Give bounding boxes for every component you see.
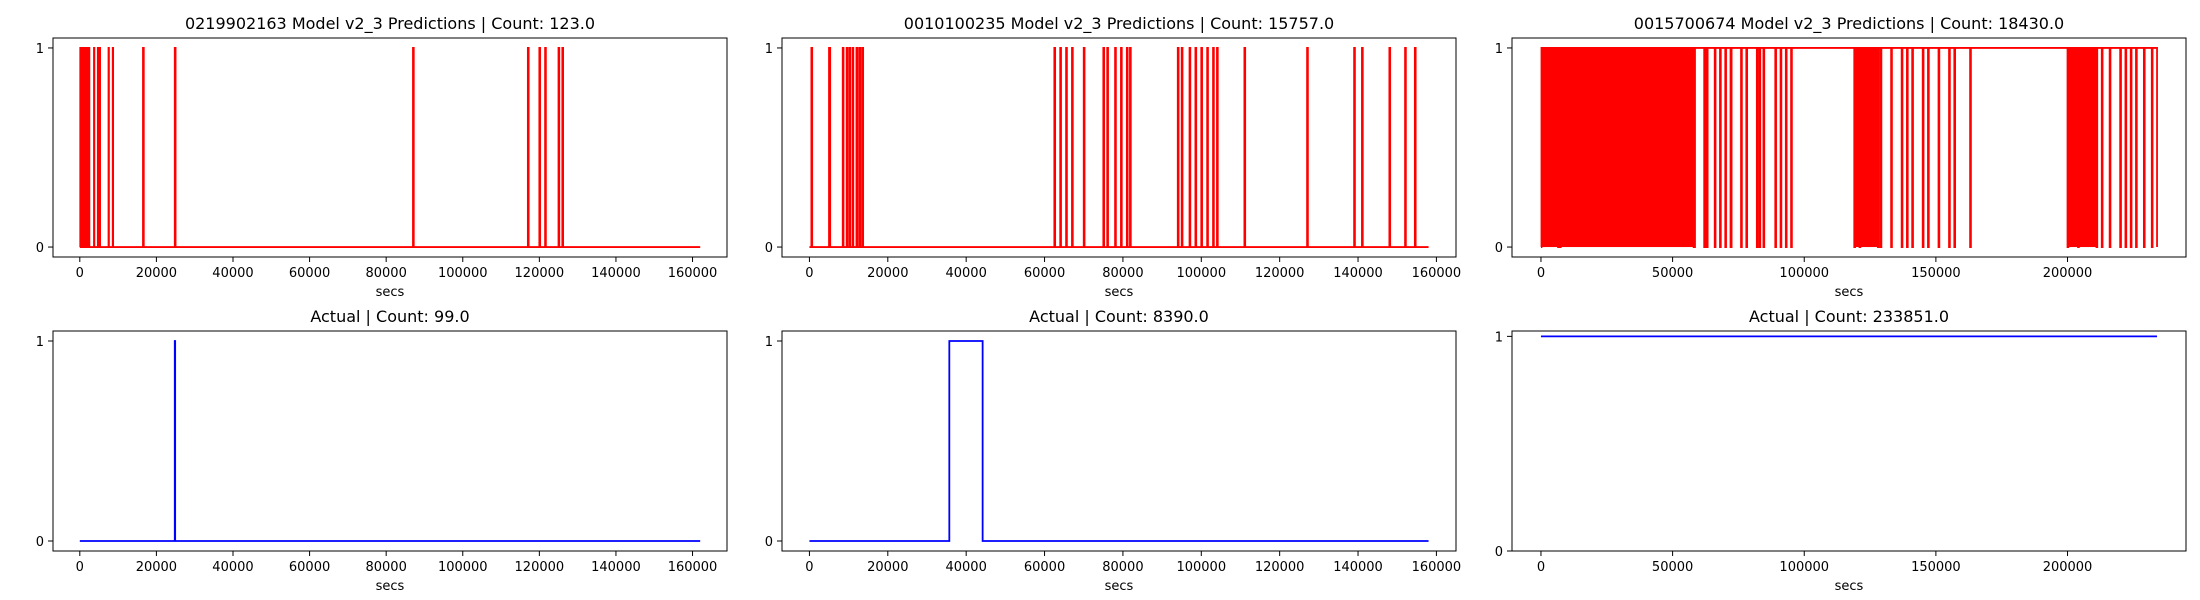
chart-panel-2: 0 20000 40000 60000 80000 100000 120000 140000 1… xyxy=(765,14,1462,300)
x-tick-label: 20000 xyxy=(867,560,908,575)
x-tick-label: 50000 xyxy=(1652,560,1693,575)
series-fill-block xyxy=(2078,47,2097,248)
x-tick-label: 20000 xyxy=(136,560,177,575)
x-tick-label: 200000 xyxy=(2043,560,2093,575)
y-tick-label: 1 xyxy=(1495,42,1503,57)
chart-title: 0219902163 Model v2_3 Predictions | Coun… xyxy=(185,14,595,34)
x-tick-label: 40000 xyxy=(212,560,253,575)
x-tick-label: 140000 xyxy=(591,560,641,575)
chart-title: 0015700674 Model v2_3 Predictions | Coun… xyxy=(1634,14,2064,34)
chart-title: Actual | Count: 233851.0 xyxy=(1749,307,1949,326)
chart-title: Actual | Count: 99.0 xyxy=(310,307,469,326)
chart-panel-6: 0 50000 100000 150000 200000 0 1 Actual | Count… xyxy=(1495,307,2187,594)
x-tick-label: 160000 xyxy=(668,560,718,575)
axes-frame xyxy=(52,330,728,552)
y-tick-label: 1 xyxy=(36,335,44,350)
chart-panel-4: 0 20000 40000 60000 80000 100000 120000 140000 1… xyxy=(36,307,728,594)
x-tick-label: 160000 xyxy=(668,266,718,281)
chart-panel-5: 0 20000 40000 60000 80000 100000 120000 140000 1… xyxy=(765,307,1462,594)
chart-title: Actual | Count: 8390.0 xyxy=(1029,307,1209,326)
x-tick-label: 100000 xyxy=(1779,560,1829,575)
y-tick-label: 0 xyxy=(36,535,44,550)
axes-frame xyxy=(781,330,1457,552)
axes-frame xyxy=(52,37,728,258)
chart-panel-3: 0 50000 100000 150000 200000 0 1 0015700674 Mod… xyxy=(1495,14,2187,300)
x-tick-label: 50000 xyxy=(1652,266,1693,281)
x-tick-label: 40000 xyxy=(212,266,253,281)
x-tick-label: 60000 xyxy=(289,560,330,575)
x-tick-label: 100000 xyxy=(1779,266,1829,281)
series-fill-block xyxy=(1860,47,1878,248)
x-tick-label: 20000 xyxy=(867,266,908,281)
y-tick-label: 0 xyxy=(1495,241,1503,256)
x-tick-label: 80000 xyxy=(365,560,406,575)
x-tick-label: 0 xyxy=(76,560,84,575)
y-tick-label: 0 xyxy=(1495,545,1503,560)
series-fill-block xyxy=(1541,47,1559,248)
x-tick-label: 0 xyxy=(1537,560,1545,575)
x-tick-label: 100000 xyxy=(438,266,488,281)
x-axis-label: secs xyxy=(1835,579,1864,594)
x-axis-label: secs xyxy=(376,285,405,300)
x-tick-label: 40000 xyxy=(945,266,986,281)
x-tick-label: 120000 xyxy=(1255,560,1305,575)
series-line xyxy=(79,340,701,542)
x-tick-label: 100000 xyxy=(1176,266,1226,281)
x-tick-label: 60000 xyxy=(289,266,330,281)
x-tick-label: 140000 xyxy=(1333,266,1383,281)
x-tick-label: 140000 xyxy=(1333,560,1383,575)
y-tick-label: 0 xyxy=(36,241,44,256)
x-axis-label: secs xyxy=(1105,285,1134,300)
x-tick-label: 100000 xyxy=(1176,560,1226,575)
x-tick-label: 60000 xyxy=(1024,560,1065,575)
x-tick-label: 150000 xyxy=(1911,266,1961,281)
series-fill-block xyxy=(1855,47,1860,248)
x-tick-label: 160000 xyxy=(1412,560,1462,575)
axes-frame xyxy=(1511,37,2187,258)
x-tick-label: 150000 xyxy=(1911,560,1961,575)
x-tick-label: 200000 xyxy=(2043,266,2093,281)
x-tick-label: 40000 xyxy=(945,560,986,575)
series-line xyxy=(809,340,1429,542)
x-tick-label: 0 xyxy=(805,560,813,575)
series-line xyxy=(809,47,1429,248)
y-tick-label: 0 xyxy=(765,535,773,550)
y-tick-label: 1 xyxy=(765,42,773,57)
x-axis-label: secs xyxy=(1105,579,1134,594)
x-tick-label: 80000 xyxy=(1102,266,1143,281)
x-tick-label: 0 xyxy=(805,266,813,281)
x-axis-label: secs xyxy=(376,579,405,594)
x-tick-label: 0 xyxy=(76,266,84,281)
chart-title: 0010100235 Model v2_3 Predictions | Coun… xyxy=(904,14,1334,34)
x-tick-label: 120000 xyxy=(1255,266,1305,281)
chart-panel-1: 0 20000 40000 60000 80000 100000 120000 140000 1… xyxy=(36,14,728,300)
x-tick-label: 80000 xyxy=(365,266,406,281)
series-line xyxy=(79,47,701,248)
x-tick-label: 100000 xyxy=(438,560,488,575)
y-tick-label: 0 xyxy=(765,241,773,256)
x-tick-label: 60000 xyxy=(1024,266,1065,281)
x-tick-label: 80000 xyxy=(1102,560,1143,575)
x-tick-label: 120000 xyxy=(515,266,565,281)
series-fill-block xyxy=(1560,47,1694,248)
series-line xyxy=(1540,47,2158,248)
y-tick-label: 1 xyxy=(1495,330,1503,345)
x-tick-label: 20000 xyxy=(136,266,177,281)
axes-frame xyxy=(1511,330,2187,552)
x-tick-label: 160000 xyxy=(1412,266,1462,281)
axes-frame xyxy=(781,37,1457,258)
y-tick-label: 1 xyxy=(765,335,773,350)
x-axis-label: secs xyxy=(1835,285,1864,300)
y-tick-label: 1 xyxy=(36,42,44,57)
x-tick-label: 0 xyxy=(1537,266,1545,281)
x-tick-label: 140000 xyxy=(591,266,641,281)
series-fill-block xyxy=(2068,47,2079,248)
x-tick-label: 120000 xyxy=(515,560,565,575)
